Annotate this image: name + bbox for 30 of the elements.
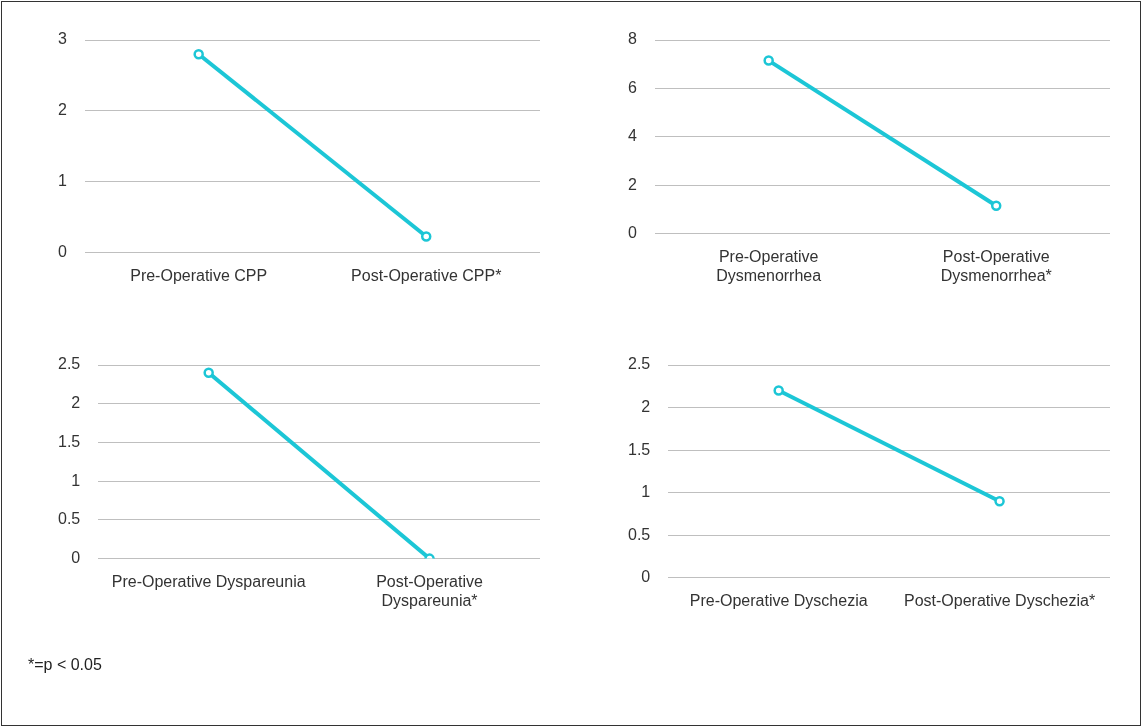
y-tick-label: 1 xyxy=(57,172,67,190)
y-tick-label: 0 xyxy=(627,224,637,242)
x-tick-label: Pre-Operative CPP xyxy=(130,266,268,284)
x-tick-label: Post-Operative Dyspareunia* xyxy=(376,572,484,609)
x-tick-label: Post-Operative Dyschezia* xyxy=(903,591,1096,609)
x-tick-label: Post-Operative CPP* xyxy=(351,266,502,284)
y-tick-label: 1.5 xyxy=(627,440,651,458)
y-tick-label: 2 xyxy=(627,175,637,193)
y-tick-label: 1 xyxy=(71,471,81,489)
y-tick-label: 0.5 xyxy=(627,525,651,543)
y-tick-label: 0.5 xyxy=(57,510,81,528)
x-tick-label: Post-Operative Dysmenorrhea* xyxy=(940,247,1052,284)
x-tick-label: Pre-Operative Dyschezia xyxy=(689,591,868,609)
x-tick-label: Pre-Operative Dyspareunia xyxy=(111,572,306,590)
text: *=p < 0.05 xyxy=(28,656,102,674)
y-tick-label: 1.5 xyxy=(57,432,81,450)
y-tick-label: 2 xyxy=(71,394,81,412)
x-tick-label: Pre-Operative Dysmenorrhea xyxy=(716,247,822,284)
y-tick-label: 1 xyxy=(641,483,651,501)
y-tick-label: 2 xyxy=(641,397,651,415)
y-tick-label: 4 xyxy=(627,127,637,145)
y-tick-label: 2.5 xyxy=(57,355,81,373)
y-tick-label: 0 xyxy=(641,568,651,586)
y-tick-label: 6 xyxy=(627,78,637,96)
y-tick-label: 2 xyxy=(57,101,67,119)
y-tick-label: 8 xyxy=(627,30,637,48)
y-tick-label: 3 xyxy=(57,30,67,48)
y-tick-label: 0 xyxy=(71,549,81,567)
y-tick-label: 2.5 xyxy=(627,355,651,373)
y-tick-label: 0 xyxy=(57,243,67,261)
